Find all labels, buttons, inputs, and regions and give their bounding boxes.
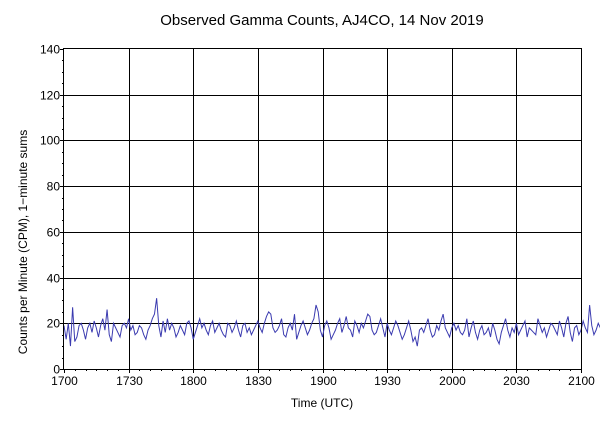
y-tick-label: 20 [47, 317, 61, 331]
series-line-gamma-counts [63, 298, 600, 347]
x-tick-label: 1700 [51, 374, 78, 388]
y-tick-label: 40 [47, 272, 61, 286]
y-axis-label: Counts per Minute (CPM), 1−minute sums [16, 130, 30, 354]
y-tick-label: 120 [40, 89, 60, 103]
y-tick-label: 140 [40, 43, 60, 57]
tick-labels: 1700 1730 1800 1830 1900 1930 2000 2030 2100 0 20 4… [40, 43, 595, 389]
x-tick-label: 2030 [503, 374, 530, 388]
y-tick-label: 80 [47, 180, 61, 194]
x-tick-label: 2000 [439, 374, 466, 388]
x-tick-label: 1900 [310, 374, 337, 388]
x-tick-label: 2100 [568, 374, 595, 388]
y-tick-label: 100 [40, 134, 60, 148]
plot-frame [63, 48, 582, 370]
y-tick-label: 60 [47, 226, 61, 240]
x-tick-label: 1730 [116, 374, 143, 388]
grid-lines [64, 49, 581, 369]
x-axis-label: Time (UTC) [291, 396, 353, 410]
chart-title: Observed Gamma Counts, AJ4CO, 14 Nov 201… [160, 12, 484, 29]
x-tick-label: 1800 [180, 374, 207, 388]
x-tick-label: 1930 [374, 374, 401, 388]
y-tick-label: 0 [53, 363, 60, 377]
x-tick-label: 1830 [245, 374, 272, 388]
